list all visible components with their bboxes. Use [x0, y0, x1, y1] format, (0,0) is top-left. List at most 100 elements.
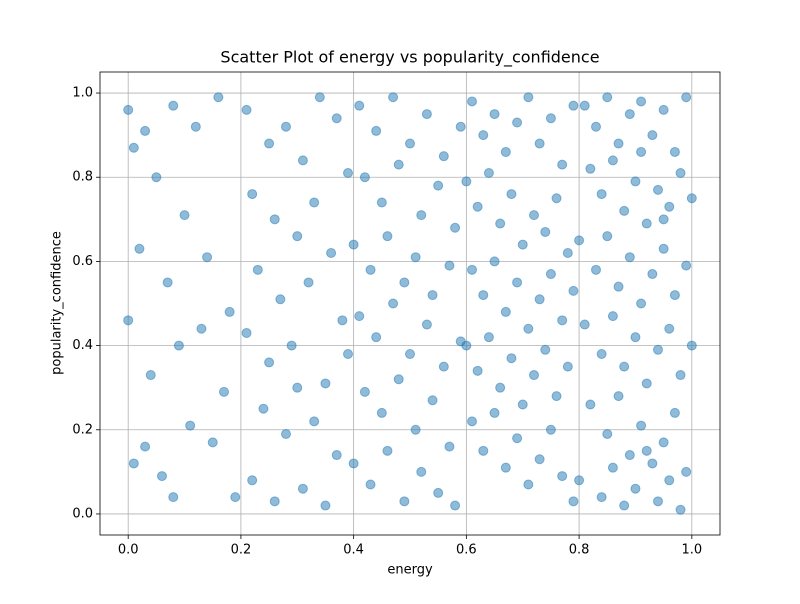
scatter-point: [523, 92, 534, 103]
scatter-point: [647, 130, 658, 141]
scatter-point: [641, 218, 652, 229]
scatter-point: [500, 146, 511, 157]
scatter-point: [224, 306, 235, 317]
scatter-point: [607, 462, 618, 473]
scatter-point: [438, 361, 449, 372]
scatter-point: [602, 231, 613, 242]
scatter-point: [630, 483, 641, 494]
scatter-point: [292, 382, 303, 393]
scatter-point: [545, 113, 556, 124]
scatter-point: [450, 222, 461, 233]
scatter-point: [636, 96, 647, 107]
scatter-point: [382, 445, 393, 456]
scatter-point: [551, 391, 562, 402]
scatter-point: [467, 264, 477, 275]
scatter-point: [438, 151, 449, 162]
scatter-point: [602, 428, 613, 439]
scatter-point: [500, 462, 511, 473]
scatter-point: [495, 218, 506, 229]
scatter-point: [613, 391, 624, 402]
y-tick-label: 0.8: [72, 170, 93, 185]
scatter-point: [303, 277, 314, 288]
scatter-point: [134, 243, 145, 254]
scatter-point: [450, 500, 461, 511]
scatter-point: [658, 214, 669, 225]
scatter-point: [376, 407, 387, 418]
scatter-point: [596, 492, 607, 503]
scatter-point: [269, 214, 280, 225]
scatter-point: [483, 168, 494, 179]
scatter-point: [241, 327, 252, 338]
scatter-point: [314, 92, 325, 103]
scatter-point: [681, 260, 692, 271]
x-axis-label: energy: [387, 563, 433, 578]
scatter-point: [523, 323, 534, 334]
scatter-point: [444, 441, 455, 452]
scatter-point: [467, 416, 477, 427]
scatter-point: [179, 210, 190, 221]
scatter-point: [185, 420, 196, 431]
scatter-point: [382, 231, 393, 242]
scatter-point: [568, 285, 579, 296]
scatter-point: [540, 226, 551, 237]
scatter-point: [478, 445, 489, 456]
scatter-point: [326, 247, 337, 258]
x-tick-label: 0.2: [231, 543, 252, 558]
scatter-point: [489, 109, 500, 120]
scatter-point: [500, 306, 511, 317]
scatter-point: [647, 269, 658, 280]
scatter-point: [309, 416, 320, 427]
scatter-point: [664, 323, 675, 334]
scatter-point: [562, 361, 573, 372]
scatter-point: [269, 496, 280, 507]
scatter-point: [630, 176, 641, 187]
x-tick-label: 0.6: [456, 543, 477, 558]
scatter-point: [681, 92, 692, 103]
scatter-point: [619, 205, 630, 216]
scatter-point: [574, 235, 585, 246]
scatter-point: [641, 445, 652, 456]
scatter-point: [545, 269, 556, 280]
scatter-point: [331, 450, 342, 461]
scatter-point: [630, 332, 641, 343]
scatter-point: [202, 252, 213, 263]
scatter-point: [495, 382, 506, 393]
scatter-point: [568, 496, 579, 507]
scatter-point: [658, 104, 669, 115]
y-tick-label: 0.0: [72, 506, 93, 521]
scatter-point: [512, 117, 523, 128]
scatter-point: [320, 378, 331, 389]
scatter-point: [619, 361, 630, 372]
scatter-point: [529, 210, 539, 221]
scatter-point: [506, 353, 517, 364]
scatter-point: [196, 323, 207, 334]
scatter-point: [653, 344, 663, 355]
scatter-point: [275, 294, 286, 305]
scatter-point: [579, 100, 590, 111]
scatter-point: [669, 146, 680, 157]
scatter-point: [421, 109, 432, 120]
scatter-point: [523, 479, 534, 490]
scatter-point: [658, 243, 669, 254]
scatter-point: [596, 349, 607, 360]
scatter-point: [534, 138, 545, 149]
scatter-point: [309, 197, 320, 208]
scatter-point: [241, 104, 252, 115]
scatter-point: [613, 281, 624, 292]
scatter-point: [247, 189, 258, 200]
scatter-point: [489, 256, 500, 267]
scatter-point: [337, 315, 348, 326]
scatter-point: [190, 121, 201, 132]
scatter-point: [427, 395, 438, 406]
scatter-point: [478, 290, 489, 301]
scatter-point: [664, 475, 675, 486]
scatter-point: [658, 437, 669, 448]
scatter-point: [444, 260, 455, 271]
scatter-point: [145, 370, 156, 381]
scatter-point: [247, 475, 258, 486]
scatter-point: [157, 471, 167, 482]
scatter-point: [410, 252, 421, 263]
scatter-point: [281, 428, 291, 439]
scatter-point: [371, 125, 382, 136]
y-tick-label: 0.2: [72, 422, 93, 437]
